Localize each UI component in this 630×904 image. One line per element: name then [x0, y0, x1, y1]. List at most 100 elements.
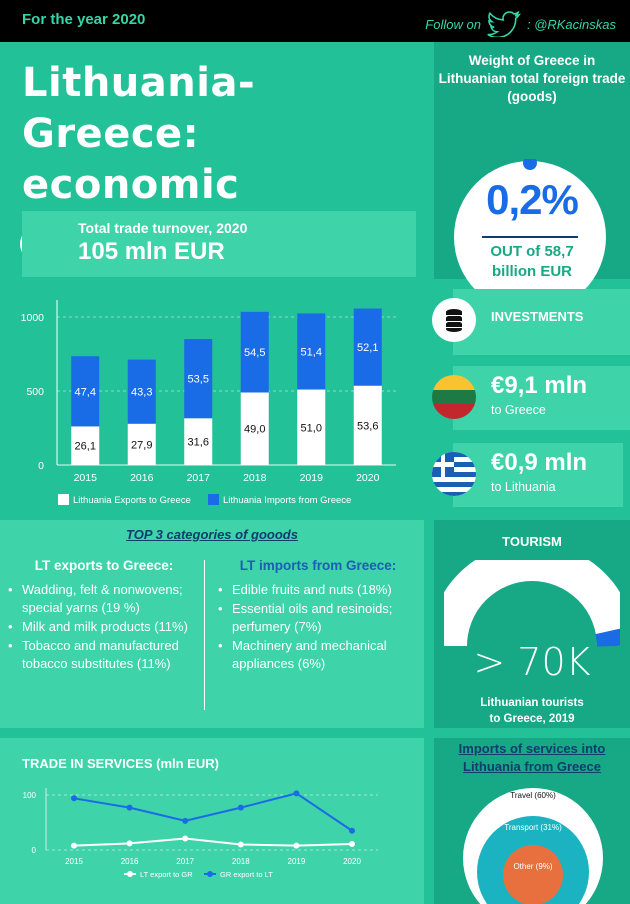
bar-imports: [240, 311, 269, 393]
series-line-lt-export: [73, 837, 353, 847]
point-lt-export: [71, 842, 77, 849]
invest-to-lithuania: €0,9 mln to Lithuania: [453, 443, 623, 507]
turnover-panel: Total trade turnover, 2020 105 mln EUR: [22, 211, 416, 277]
exports-title: LT exports to Greece:: [34, 558, 174, 573]
top-bar: For the year 2020 Follow on : @RKacinska…: [0, 0, 630, 42]
weight-percent: 0,2%: [486, 176, 579, 223]
invest-to-greece-value: €9,1 mln: [491, 372, 588, 399]
imports-title: LT imports from Greece:: [239, 558, 397, 573]
point-lt-export: [349, 840, 355, 847]
imports-list: Edible fruits and nuts (18%) Essential o…: [218, 581, 418, 673]
export-item: Wadding, felt & nonwovens; special yarns…: [8, 581, 200, 617]
greece-flag-icon: [432, 452, 476, 496]
invest-to-greece: €9,1 mln to Greece: [453, 366, 630, 430]
point-gr-export: [293, 790, 300, 797]
legend-marker-lt-export: [127, 871, 133, 877]
weight-total: OUT of 58,7 billion EUR: [434, 242, 630, 281]
bar-exports-label: 51,0: [301, 422, 322, 434]
point-lt-export: [126, 840, 133, 847]
point-gr-export: [126, 804, 133, 811]
lithuania-flag-icon: [432, 375, 476, 419]
bar-imports-label: 51,4: [301, 346, 322, 358]
turnover-label: Total trade turnover, 2020: [78, 220, 248, 236]
point-gr-export: [237, 804, 244, 811]
point-lt-export: [293, 842, 300, 849]
bar-imports: [184, 339, 213, 419]
line-xtick-label: 2019: [288, 857, 306, 866]
legend-label-imports: Lithuania Imports from Greece: [223, 495, 351, 506]
bar-exports-label: 27,9: [131, 439, 152, 451]
bar-xtick-label: 2016: [130, 472, 154, 484]
line-xtick-label: 2017: [176, 857, 194, 866]
imports-services-panel: Imports of services into Lithuania from G…: [434, 738, 630, 904]
export-item: Tobacco and manufactured tobacco substit…: [8, 637, 200, 673]
line-xtick-label: 2020: [343, 857, 361, 866]
legend-swatch-exports: [58, 494, 69, 505]
import-item: Essential oils and resinoids; perfumery …: [218, 600, 418, 636]
line-ytick-label: 0: [32, 846, 37, 855]
bar-ytick-label: 1000: [21, 312, 45, 324]
bar-exports: [127, 423, 156, 465]
bar-exports: [240, 392, 269, 465]
bar-imports: [353, 308, 382, 386]
series-line-gr-export: [73, 792, 353, 832]
imports-column: LT imports from Greece: Edible fruits an…: [218, 558, 418, 674]
weight-heading: Weight of Greece in Lithuanian total for…: [438, 53, 626, 105]
bar-xtick-label: 2015: [74, 472, 98, 484]
services-nested-pie: Travel (60%) Transport (31%) Other (9%): [463, 788, 603, 904]
weight-panel: Weight of Greece in Lithuanian total for…: [434, 42, 630, 313]
line-ytick-label: 100: [23, 791, 37, 800]
categories-divider: [204, 560, 205, 710]
import-item: Edible fruits and nuts (18%): [218, 581, 418, 599]
weight-out-of: OUT of 58,7: [490, 243, 574, 260]
services-panel: TRADE IN SERVICES (mln EUR) 0 100 2015 2016…: [0, 738, 424, 904]
point-lt-export: [237, 841, 244, 848]
invest-to-lithuania-value: €0,9 mln: [491, 449, 588, 476]
imports-services-title: Imports of services into Lithuania from G…: [458, 741, 606, 775]
bar-xtick-label: 2018: [243, 472, 267, 484]
tourism-gauge: [444, 560, 620, 647]
bar-exports: [184, 418, 213, 465]
point-gr-export: [349, 827, 355, 834]
exports-column: LT exports to Greece: Wadding, felt & no…: [8, 558, 200, 674]
other-circle: [503, 845, 563, 904]
line-xtick-label: 2016: [121, 857, 139, 866]
legend-label-gr-export: GR export to LT: [220, 870, 273, 879]
pie-label-travel: Travel (60%): [510, 791, 556, 800]
bar-imports: [71, 356, 100, 427]
investments-label: INVESTMENTS: [491, 309, 584, 324]
tourism-panel: TOURISM > 70K Lithuanian tourists to Gre…: [434, 520, 630, 728]
investments-panel: INVESTMENTS: [453, 289, 630, 355]
bar-ytick-label: 0: [38, 460, 44, 472]
bar-exports: [71, 426, 100, 465]
services-title: TRADE IN SERVICES (mln EUR): [22, 756, 219, 771]
twitter-bird-icon: [487, 11, 521, 37]
legend-label-exports: Lithuania Exports to Greece: [73, 495, 191, 506]
legend-marker-gr-export: [207, 871, 213, 877]
weight-circle: [454, 159, 606, 313]
trade-bar-chart: 0 500 1000 26,1 47,4 2015 27,9 43,3 2016 31,6 53,5…: [21, 300, 396, 506]
bar-exports-label: 31,6: [188, 437, 209, 449]
year-label: For the year 2020: [22, 11, 146, 28]
weight-unit: billion EUR: [492, 262, 572, 280]
bar-imports-label: 47,4: [75, 386, 96, 398]
bar-imports: [127, 359, 156, 424]
line-xtick-label: 2018: [232, 857, 250, 866]
bar-xtick-label: 2017: [187, 472, 211, 484]
categories-heading: TOP 3 categories of gooods: [126, 527, 298, 542]
tourism-caption-line-1: Lithuanian tourists: [480, 697, 584, 709]
legend-swatch-imports: [208, 494, 219, 505]
point-gr-export: [71, 795, 77, 802]
bar-imports-label: 52,1: [357, 342, 378, 354]
legend-label-lt-export: LT export to GR: [140, 870, 193, 879]
pie-label-other: Other (9%): [513, 862, 552, 871]
bar-imports-label: 43,3: [131, 387, 152, 399]
follow-link[interactable]: Follow on : @RKacinskas: [425, 11, 616, 37]
bar-exports-label: 53,6: [357, 420, 378, 432]
invest-to-lithuania-label: to Lithuania: [491, 480, 556, 494]
bar-imports-label: 53,5: [188, 374, 209, 386]
title-line-1: Lithuania-Greece:: [22, 60, 256, 157]
point-gr-export: [182, 817, 189, 824]
bar-exports-label: 26,1: [75, 441, 96, 453]
follow-label: Follow on: [425, 16, 481, 32]
